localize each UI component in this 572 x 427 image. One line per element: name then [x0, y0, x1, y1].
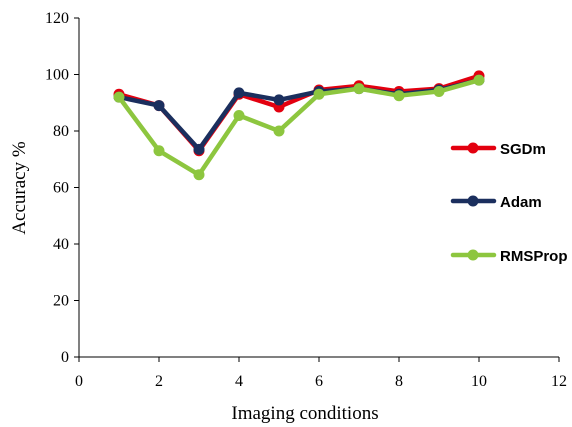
- legend-label: SGDm: [500, 141, 546, 158]
- legend-item-sgdm: SGDm: [450, 141, 546, 158]
- y-tick-label: 40: [53, 236, 69, 253]
- data-point: [233, 87, 245, 99]
- data-point: [193, 169, 205, 181]
- data-point: [393, 90, 405, 102]
- data-point: [233, 109, 245, 121]
- y-tick-label: 0: [61, 349, 69, 366]
- data-point: [353, 83, 365, 95]
- legend-swatch-marker: [467, 195, 479, 207]
- x-tick-label: 10: [471, 373, 487, 390]
- data-point: [433, 85, 445, 97]
- legend-label: Adam: [500, 194, 542, 211]
- legend-swatch-marker: [467, 142, 479, 154]
- legend-label: RMSProp: [500, 248, 568, 265]
- y-tick-label: 20: [53, 293, 69, 310]
- x-ticks: 0 2 4 6 8 10 12: [75, 357, 567, 390]
- legend-item-adam: Adam: [450, 194, 542, 211]
- data-point: [273, 125, 285, 137]
- legend: SGDm Adam RMSProp: [450, 141, 568, 265]
- y-tick-label: 80: [53, 123, 69, 140]
- data-point: [193, 143, 205, 155]
- legend-swatch-marker: [467, 249, 479, 261]
- data-point: [153, 145, 165, 157]
- x-tick-label: 8: [395, 373, 403, 390]
- data-point: [473, 74, 485, 86]
- x-tick-label: 0: [75, 373, 83, 390]
- y-tick-label: 120: [45, 10, 69, 27]
- data-point: [113, 91, 125, 103]
- x-tick-label: 12: [551, 373, 567, 390]
- x-tick-label: 4: [235, 373, 243, 390]
- y-tick-label: 60: [53, 180, 69, 197]
- legend-item-rmsprop: RMSProp: [450, 248, 568, 265]
- series-rmsprop: [113, 74, 485, 181]
- data-point: [313, 88, 325, 100]
- data-point: [273, 94, 285, 106]
- y-ticks: 0 20 40 60 80 100 120: [45, 10, 79, 366]
- x-tick-label: 2: [155, 373, 163, 390]
- x-tick-label: 6: [315, 373, 323, 390]
- y-tick-label: 100: [45, 67, 69, 84]
- x-axis-label: Imaging conditions: [231, 403, 378, 424]
- data-point: [153, 100, 165, 112]
- series-line: [116, 77, 482, 178]
- series-layer: [113, 70, 485, 181]
- y-axis-label: Accuracy %: [9, 141, 30, 235]
